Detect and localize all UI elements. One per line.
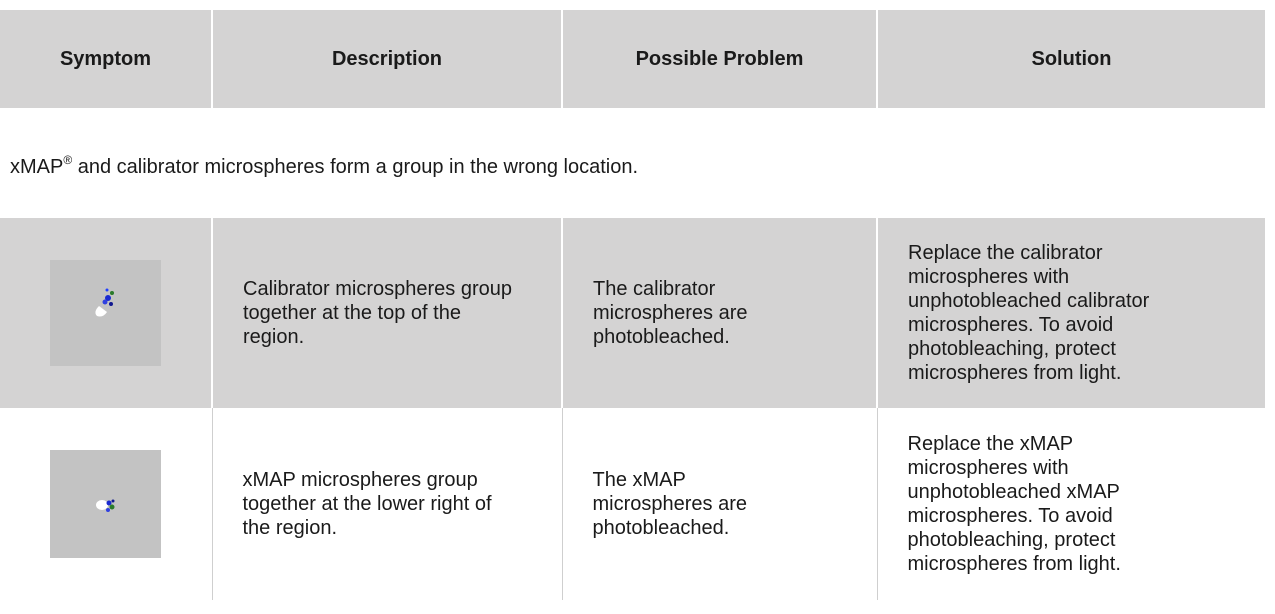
description-cell: Calibrator microspheres group together a… (211, 218, 562, 408)
page: Symptom Description Possible Problem Sol… (0, 10, 1275, 614)
problem: The xMAP microspheres are photobleached. (592, 469, 748, 539)
section-row: xMAP® and calibrator microspheres form a… (0, 108, 1265, 218)
header-cell: Symptom (0, 10, 212, 108)
section-rest: and calibrator microspheres form a group… (72, 155, 639, 178)
row: xMAP microspheres group together at the … (0, 408, 1265, 600)
section-lead: xMAP (10, 155, 64, 178)
description-cell: xMAP microspheres group together at the … (211, 408, 562, 600)
solution-cell: Replace the calibrator microspheres with… (876, 218, 1265, 408)
problem-cell: The xMAP microspheres are photobleached. (561, 408, 877, 600)
header-row: Symptom Description Possible Problem Sol… (0, 10, 1265, 108)
problem: The calibrator microspheres are photoble… (593, 278, 748, 348)
symptom-cell (0, 218, 212, 408)
symptom-image (50, 450, 162, 558)
solution: Replace the xMAP microspheres with unpho… (907, 433, 1121, 575)
registered-mark: ® (63, 152, 73, 167)
symptom-image (50, 260, 161, 366)
row: Calibrator microspheres group together a… (0, 218, 1265, 408)
header-cell: Description (211, 10, 562, 108)
header-cell: Possible Problem (561, 10, 877, 108)
solution: Replace the calibrator microspheres with… (908, 242, 1150, 384)
description: Calibrator microspheres group together a… (243, 278, 513, 348)
description: xMAP microspheres group together at the … (242, 469, 492, 539)
troubleshooting-table: Symptom Description Possible Problem Sol… (0, 10, 1265, 600)
symptom-cell (0, 408, 212, 600)
section-text: xMAP® and calibrator microspheres form a… (0, 108, 1265, 218)
solution-cell: Replace the xMAP microspheres with unpho… (876, 408, 1265, 600)
problem-cell: The calibrator microspheres are photoble… (561, 218, 877, 408)
header-cell: Solution (876, 10, 1265, 108)
